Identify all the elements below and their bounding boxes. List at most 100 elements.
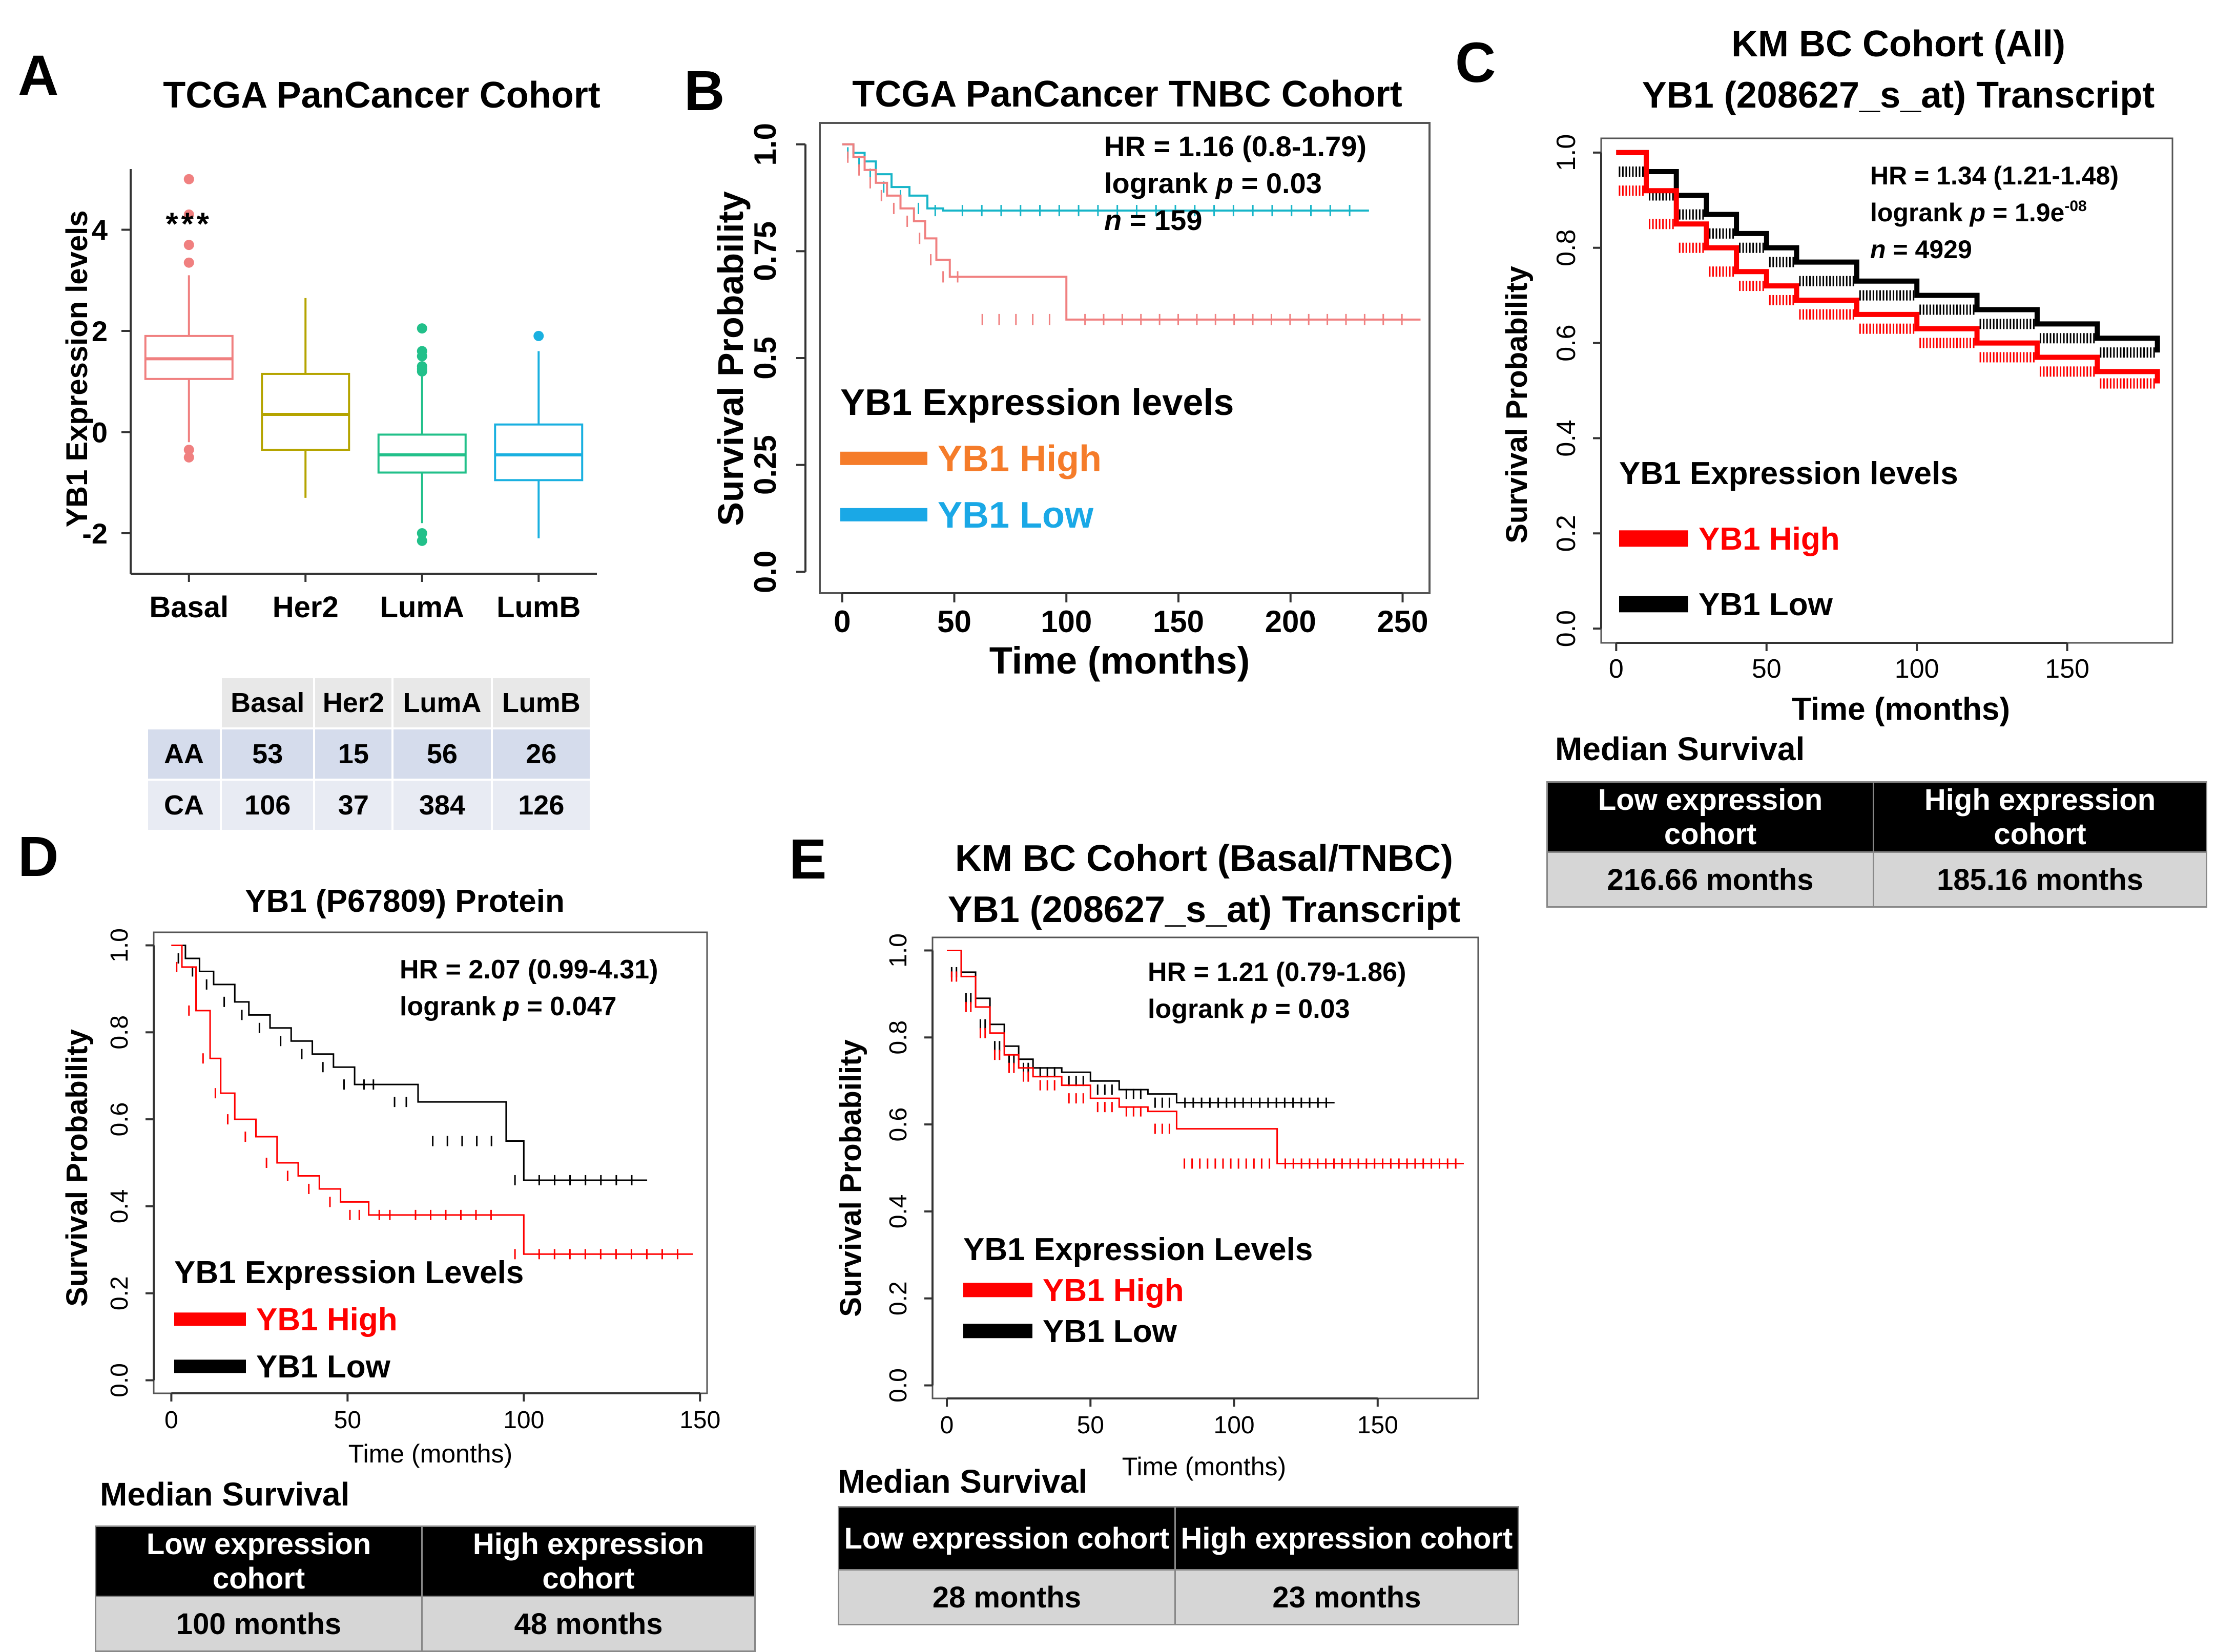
x-tick-label: Her2 — [273, 591, 339, 624]
y-tick-label: 0.8 — [885, 1020, 912, 1055]
high-median-value: 23 months — [1174, 1569, 1520, 1625]
y-tick-label: 2 — [92, 315, 108, 347]
y-axis-label: Survival Probability — [834, 1039, 867, 1317]
box-outlier — [183, 174, 194, 184]
y-tick-label: 0.4 — [885, 1195, 912, 1229]
chart-title: YB1 (208627_s_at) Transcript — [1642, 75, 2155, 116]
y-tick-label: 0.6 — [1551, 324, 1581, 361]
y-tick-label: 1.0 — [106, 928, 133, 963]
x-axis-label: Time (months) — [348, 1439, 512, 1468]
sample-size: n = 159 — [1104, 204, 1202, 236]
box-lumb — [494, 423, 584, 482]
y-tick-label: 0.2 — [885, 1281, 912, 1315]
hazard-ratio: HR = 2.07 (0.99-4.31) — [400, 955, 658, 985]
x-tick-label: 50 — [1752, 654, 1782, 684]
x-tick-label: LumA — [380, 591, 464, 624]
median-survival-table-e: Low expression cohort High expression co… — [838, 1506, 1520, 1625]
panel-e-km-plot: KM BC Cohort (Basal/TNBC) YB1 (208627_s_a… — [834, 838, 1479, 1481]
panel-b-km-plot: TCGA PanCancer TNBC Cohort 0.0 0.25 0.5 0.75… — [711, 74, 1431, 682]
box-outlier — [183, 452, 194, 463]
legend-swatch — [963, 1283, 1032, 1298]
y-tick-label: 1.0 — [1551, 134, 1581, 171]
significance-annotation: *** — [166, 206, 212, 242]
panel-letter-a: A — [18, 44, 58, 107]
legend-entry: YB1 Low — [1043, 1314, 1177, 1349]
panel-letter-e: E — [789, 828, 826, 891]
y-tick-label: 0 — [92, 416, 108, 449]
km-curve-yb1-high — [1616, 150, 2160, 384]
x-tick-label: 50 — [937, 604, 971, 639]
y-tick-label: 0.0 — [106, 1363, 133, 1397]
y-axis-label: Survival Probability — [711, 191, 751, 526]
counts-cell: 126 — [490, 779, 592, 832]
logrank-p: logrank p = 0.03 — [1148, 994, 1350, 1024]
counts-cell: 26 — [490, 727, 592, 781]
km-curve-yb1-low — [171, 944, 648, 1181]
panel-c-km-plot: KM BC Cohort (All) YB1 (208627_s_at) Tran… — [1500, 24, 2173, 727]
x-tick-label: 150 — [1153, 604, 1204, 639]
y-tick-label: 0.6 — [106, 1102, 133, 1137]
legend-swatch — [1619, 596, 1688, 613]
counts-row-label: AA — [146, 727, 222, 781]
y-tick-label: 0.25 — [748, 435, 782, 495]
hazard-ratio: HR = 1.16 (0.8-1.79) — [1104, 130, 1366, 162]
x-axis-label: Time (months) — [1792, 692, 2010, 727]
low-expression-header: Low expression cohort — [94, 1525, 423, 1597]
low-median-value: 216.66 months — [1546, 851, 1875, 908]
y-tick-label: 0.2 — [106, 1276, 133, 1310]
y-tick-label: 0.8 — [106, 1015, 133, 1050]
low-expression-header: Low expression cohort — [1546, 781, 1875, 853]
legend-entry: YB1 High — [1699, 521, 1840, 557]
legend-title: YB1 Expression levels — [840, 382, 1234, 423]
x-axis-label: Time (months) — [1122, 1452, 1286, 1481]
legend-swatch — [963, 1324, 1032, 1339]
x-tick-label: 50 — [334, 1407, 361, 1434]
y-tick-label: 0.4 — [106, 1189, 133, 1224]
y-axis-label: Survival Probability — [60, 1029, 94, 1307]
median-survival-label-d: Median Survival — [100, 1476, 350, 1513]
sample-size: n = 4929 — [1870, 235, 1972, 264]
counts-header: Basal — [219, 676, 316, 729]
counts-cell: 53 — [219, 727, 316, 781]
y-tick-label: 0.0 — [748, 551, 782, 593]
counts-row-label: CA — [146, 779, 222, 832]
box-outlier — [417, 323, 427, 334]
low-expression-header: Low expression cohort — [838, 1506, 1176, 1571]
box-outlier — [417, 366, 427, 377]
legend-swatch — [1619, 530, 1688, 547]
logrank-p: logrank p = 0.03 — [1104, 167, 1322, 199]
legend-title: YB1 Expression Levels — [174, 1255, 524, 1290]
chart-title: YB1 (P67809) Protein — [245, 884, 565, 919]
panel-a-boxplot: TCGA PanCancer Cohort YB1 Expression leve… — [60, 75, 600, 624]
legend-entry: YB1 Low — [938, 495, 1094, 536]
legend-swatch — [840, 508, 927, 521]
high-median-value: 48 months — [421, 1596, 756, 1652]
counts-cell: 56 — [391, 727, 493, 781]
y-tick-label: 0.8 — [1551, 229, 1581, 266]
logrank-p: logrank p = 0.047 — [400, 992, 616, 1021]
box-outlier — [417, 351, 427, 362]
high-median-value: 185.16 months — [1873, 851, 2207, 908]
legend-title: YB1 Expression levels — [1619, 456, 1958, 491]
x-tick-label: 250 — [1377, 604, 1428, 639]
legend-entry: YB1 High — [938, 438, 1102, 479]
hazard-ratio: HR = 1.34 (1.21-1.48) — [1870, 161, 2119, 190]
x-tick-label: Basal — [149, 591, 229, 624]
x-tick-label: 100 — [1214, 1412, 1255, 1439]
x-tick-label: LumB — [496, 591, 581, 624]
legend-entry: YB1 Low — [256, 1349, 391, 1385]
median-survival-table-c: Low expression cohort High expression co… — [1546, 781, 2207, 908]
x-tick-label: 150 — [679, 1407, 720, 1434]
x-tick-label: 100 — [1041, 604, 1092, 639]
counts-cell: 15 — [313, 727, 394, 781]
box-outlier — [183, 240, 194, 250]
legend-entry: YB1 High — [1043, 1273, 1184, 1308]
box-outlier — [183, 209, 194, 220]
y-tick-label: 0.75 — [748, 221, 782, 281]
y-tick-label: 0.6 — [885, 1107, 912, 1142]
chart-title: KM BC Cohort (Basal/TNBC) — [955, 838, 1453, 879]
low-median-value: 100 months — [94, 1596, 423, 1652]
panel-d-km-plot: YB1 (P67809) Protein 0.0 0.2 0.4 0.6 0.8 1.0 0 5… — [60, 884, 720, 1468]
counts-table: Basal Her2 LumA LumB AA 53 15 56 26 CA 1… — [146, 676, 592, 832]
x-tick-label: 0 — [940, 1412, 954, 1439]
